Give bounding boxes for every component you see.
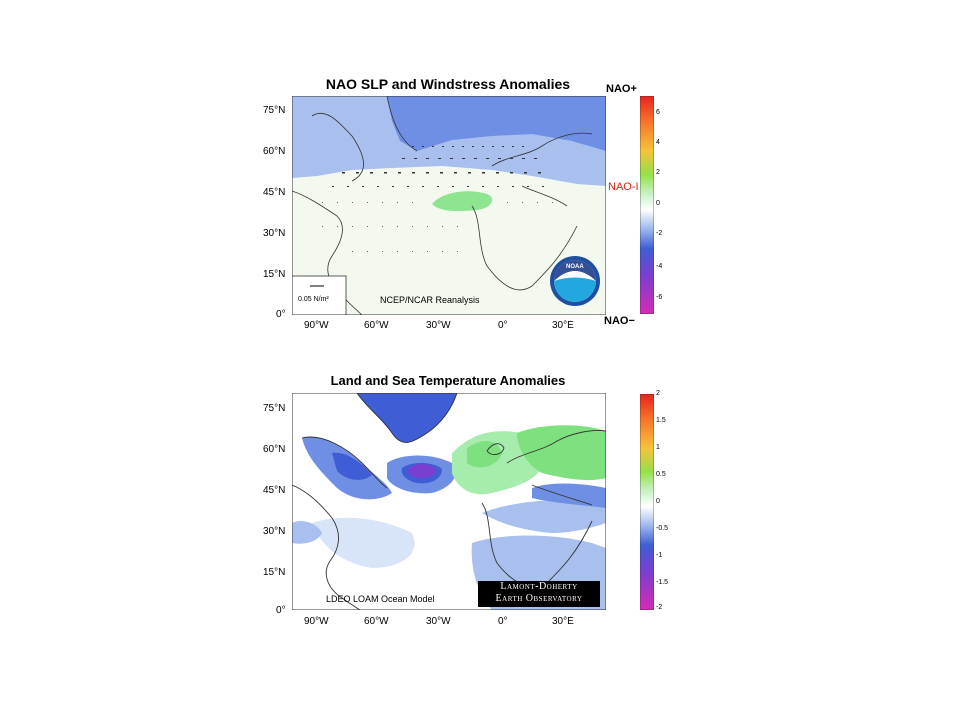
bottom-lon-30e: 30°E bbox=[552, 616, 574, 627]
nao-index-label: NAO-I bbox=[608, 181, 639, 193]
top-cb-m6: -6 bbox=[656, 294, 663, 301]
europe-warm-anomaly bbox=[517, 425, 606, 481]
bottom-cb-0-5: 0.5 bbox=[656, 471, 666, 478]
top-map bbox=[292, 96, 606, 315]
top-credit: NCEP/NCAR Reanalysis bbox=[380, 295, 480, 305]
bottom-cb-m1: -1 bbox=[656, 552, 663, 559]
top-scale-label: 0.05 N/m² bbox=[298, 296, 329, 303]
bottom-lon-90w: 90°W bbox=[304, 616, 329, 627]
bottom-cb-m0-5: -0.5 bbox=[656, 525, 669, 532]
top-cb-6: 6 bbox=[656, 109, 660, 116]
top-lat-0: 0° bbox=[276, 309, 286, 320]
noaa-logo bbox=[550, 256, 600, 306]
slp-negative-anomaly-medium bbox=[387, 96, 606, 151]
top-cb-m2: -2 bbox=[656, 230, 663, 237]
bottom-lon-0: 0° bbox=[498, 616, 508, 627]
top-lat-60: 60°N bbox=[263, 146, 286, 157]
nao-plus-label: NAO+ bbox=[606, 83, 637, 95]
bottom-lat-75: 75°N bbox=[263, 403, 286, 414]
bottom-cb-0: 0 bbox=[656, 498, 660, 505]
mediterranean-cool bbox=[482, 500, 606, 533]
scale-reference-box bbox=[292, 275, 347, 315]
bottom-cb-1: 1 bbox=[656, 444, 660, 451]
bottom-map-title: Land and Sea Temperature Anomalies bbox=[330, 373, 566, 388]
nao-minus-label: NAO− bbox=[604, 315, 635, 327]
top-lon-60w: 60°W bbox=[364, 320, 389, 331]
windstress-vectors bbox=[322, 146, 553, 252]
ldeo-logo-box bbox=[478, 581, 600, 607]
top-coastlines bbox=[292, 96, 593, 315]
top-cb-2: 2 bbox=[656, 169, 660, 176]
bottom-cb-2: 2 bbox=[656, 390, 660, 397]
slp-positive-anomaly bbox=[432, 191, 493, 212]
top-cb-m4: -4 bbox=[656, 263, 663, 270]
ldeo-logo-line2: Earth Observatory bbox=[495, 593, 583, 604]
bottom-lat-45: 45°N bbox=[263, 485, 286, 496]
top-cb-4: 4 bbox=[656, 139, 660, 146]
top-lon-0: 0° bbox=[498, 320, 508, 331]
top-lat-45: 45°N bbox=[263, 187, 286, 198]
labrador-cold-anomaly bbox=[332, 452, 372, 480]
top-map-title: NAO SLP and Windstress Anomalies bbox=[325, 76, 571, 92]
bottom-lat-15: 15°N bbox=[263, 567, 286, 578]
ldeo-logo: Lamont-Doherty Earth Observatory bbox=[478, 581, 600, 605]
greenland-cold-anomaly bbox=[357, 393, 457, 443]
wind-row-4 bbox=[332, 186, 544, 187]
bottom-cb-m1-5: -1.5 bbox=[656, 579, 669, 586]
top-cb-0: 0 bbox=[656, 200, 660, 207]
top-lat-15: 15°N bbox=[263, 269, 286, 280]
bottom-lat-60: 60°N bbox=[263, 444, 286, 455]
bottom-map bbox=[292, 393, 606, 610]
purple-anomaly-core bbox=[408, 464, 436, 478]
wind-row-5 bbox=[322, 202, 553, 252]
wind-row-2 bbox=[402, 158, 537, 159]
top-lat-75: 75°N bbox=[263, 105, 286, 116]
top-colorbar bbox=[640, 96, 654, 314]
bottom-credit: LDEO LOAM Ocean Model bbox=[326, 594, 435, 604]
wind-row-1 bbox=[412, 146, 524, 147]
wind-row-3 bbox=[342, 172, 541, 174]
noaa-logo-text: NOAA bbox=[566, 264, 584, 270]
ldeo-logo-line1: Lamont-Doherty bbox=[500, 581, 578, 592]
bottom-lon-30w: 30°W bbox=[426, 616, 451, 627]
top-lon-90w: 90°W bbox=[304, 320, 329, 331]
bottom-cb-m2: -2 bbox=[656, 604, 663, 611]
bottom-lon-60w: 60°W bbox=[364, 616, 389, 627]
bottom-lat-30: 30°N bbox=[263, 526, 286, 537]
top-lat-30: 30°N bbox=[263, 228, 286, 239]
top-lon-30w: 30°W bbox=[426, 320, 451, 331]
bottom-cb-1-5: 1.5 bbox=[656, 417, 666, 424]
bottom-lat-0: 0° bbox=[276, 605, 286, 616]
top-lon-30e: 30°E bbox=[552, 320, 574, 331]
bottom-colorbar bbox=[640, 394, 654, 610]
